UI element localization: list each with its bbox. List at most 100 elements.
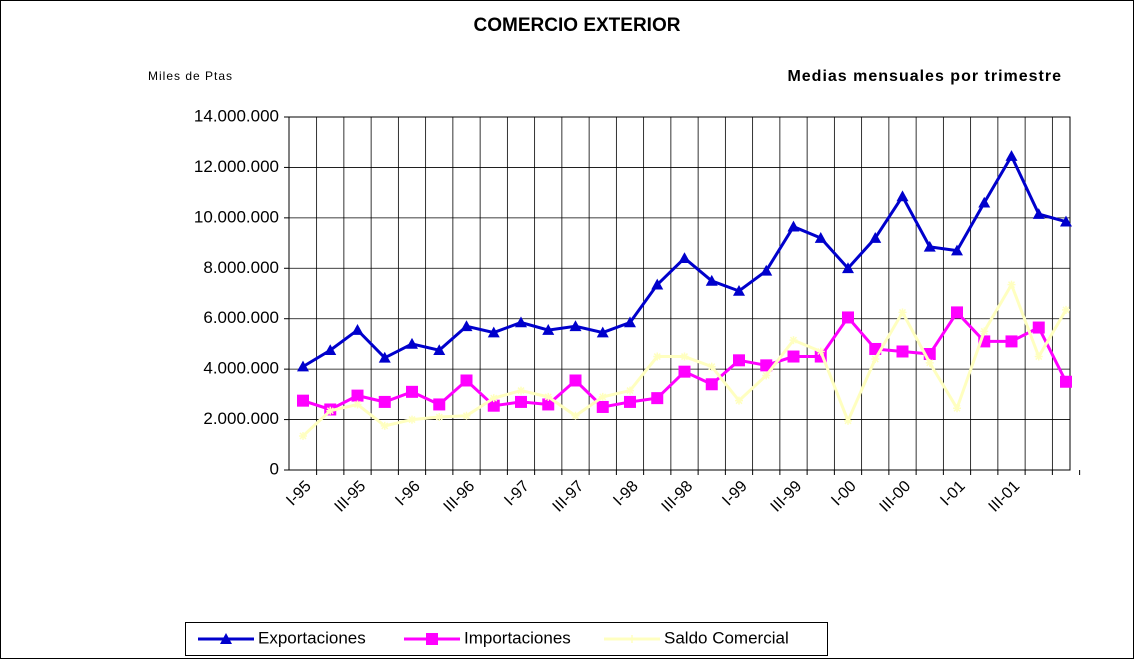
- marker: [378, 351, 391, 363]
- legend-marker: [220, 633, 232, 644]
- marker: [707, 362, 716, 371]
- marker: [598, 392, 607, 401]
- marker: [624, 395, 636, 408]
- marker: [406, 337, 418, 349]
- marker: [705, 274, 718, 286]
- marker: [762, 371, 771, 380]
- marker: [680, 352, 689, 361]
- marker: [925, 358, 934, 367]
- marker: [951, 244, 963, 256]
- marker: [653, 352, 662, 361]
- marker: [297, 360, 309, 372]
- marker: [678, 365, 691, 378]
- marker: [489, 394, 498, 403]
- marker: [460, 320, 473, 332]
- marker: [435, 413, 444, 422]
- marker: [678, 252, 691, 263]
- marker: [871, 355, 880, 364]
- marker: [842, 262, 854, 274]
- y-axis-label: Miles de Ptas: [148, 69, 233, 83]
- marker: [760, 359, 773, 372]
- marker: [299, 431, 307, 440]
- marker: [1032, 208, 1045, 219]
- y-tick-label: 0: [270, 459, 279, 478]
- marker: [571, 411, 580, 420]
- marker: [733, 284, 745, 296]
- marker: [1060, 375, 1072, 388]
- marker: [787, 220, 800, 232]
- y-tick-label: 8.000.000: [203, 258, 279, 277]
- marker: [733, 354, 745, 367]
- marker: [542, 398, 555, 411]
- marker: [515, 316, 527, 328]
- y-tick-label: 10.000.000: [194, 207, 279, 226]
- marker: [351, 324, 364, 335]
- marker: [460, 374, 473, 387]
- plot-area: [288, 116, 1071, 471]
- marker: [1060, 215, 1072, 227]
- legend-label: Exportaciones: [258, 628, 366, 647]
- legend: [185, 622, 828, 656]
- marker: [1034, 352, 1043, 361]
- marker: [1062, 305, 1070, 314]
- marker: [324, 344, 337, 356]
- y-tick-label: 4.000.000: [203, 359, 279, 378]
- marker: [297, 394, 309, 407]
- marker: [760, 264, 773, 276]
- marker: [1005, 150, 1018, 161]
- marker: [544, 392, 553, 401]
- y-tick-label: 12.000.000: [194, 157, 279, 176]
- marker: [953, 404, 961, 413]
- marker: [735, 396, 743, 405]
- marker: [978, 196, 991, 208]
- marker: [842, 311, 854, 324]
- legend-marker: [628, 635, 636, 643]
- y-tick-label: 6.000.000: [203, 308, 279, 327]
- marker: [542, 324, 555, 335]
- marker: [351, 389, 364, 402]
- legend-marker: [426, 633, 438, 645]
- marker: [951, 306, 963, 319]
- marker: [596, 400, 609, 413]
- legend-label: Saldo Comercial: [664, 628, 789, 647]
- marker: [651, 278, 664, 290]
- legend-label: Importaciones: [464, 628, 571, 647]
- marker: [433, 398, 446, 411]
- marker: [596, 326, 609, 338]
- marker: [408, 415, 416, 424]
- marker: [626, 386, 634, 395]
- marker: [1007, 280, 1016, 289]
- marker: [353, 400, 362, 409]
- marker: [844, 416, 852, 425]
- marker: [487, 399, 500, 412]
- marker: [433, 344, 446, 356]
- marker: [896, 190, 909, 202]
- marker: [487, 326, 500, 338]
- marker: [980, 327, 989, 336]
- marker: [789, 336, 798, 345]
- marker: [569, 320, 582, 332]
- marker: [923, 240, 936, 252]
- marker: [898, 308, 907, 317]
- marker: [380, 421, 389, 430]
- marker: [326, 406, 335, 415]
- marker: [1032, 321, 1045, 334]
- marker: [406, 385, 418, 398]
- y-tick-label: 14.000.000: [194, 106, 279, 125]
- marker: [651, 392, 664, 405]
- marker: [569, 374, 582, 387]
- marker: [515, 395, 527, 408]
- marker: [517, 386, 525, 395]
- y-tick-label: 2.000.000: [203, 409, 279, 428]
- marker: [816, 347, 825, 356]
- marker: [462, 411, 471, 420]
- marker: [814, 232, 827, 243]
- marker: [869, 232, 882, 243]
- marker: [705, 378, 718, 391]
- marker: [896, 345, 909, 358]
- marker: [1005, 335, 1018, 348]
- marker: [624, 316, 636, 328]
- chart-subtitle: Medias mensuales por trimestre: [787, 68, 1062, 85]
- marker: [378, 395, 391, 408]
